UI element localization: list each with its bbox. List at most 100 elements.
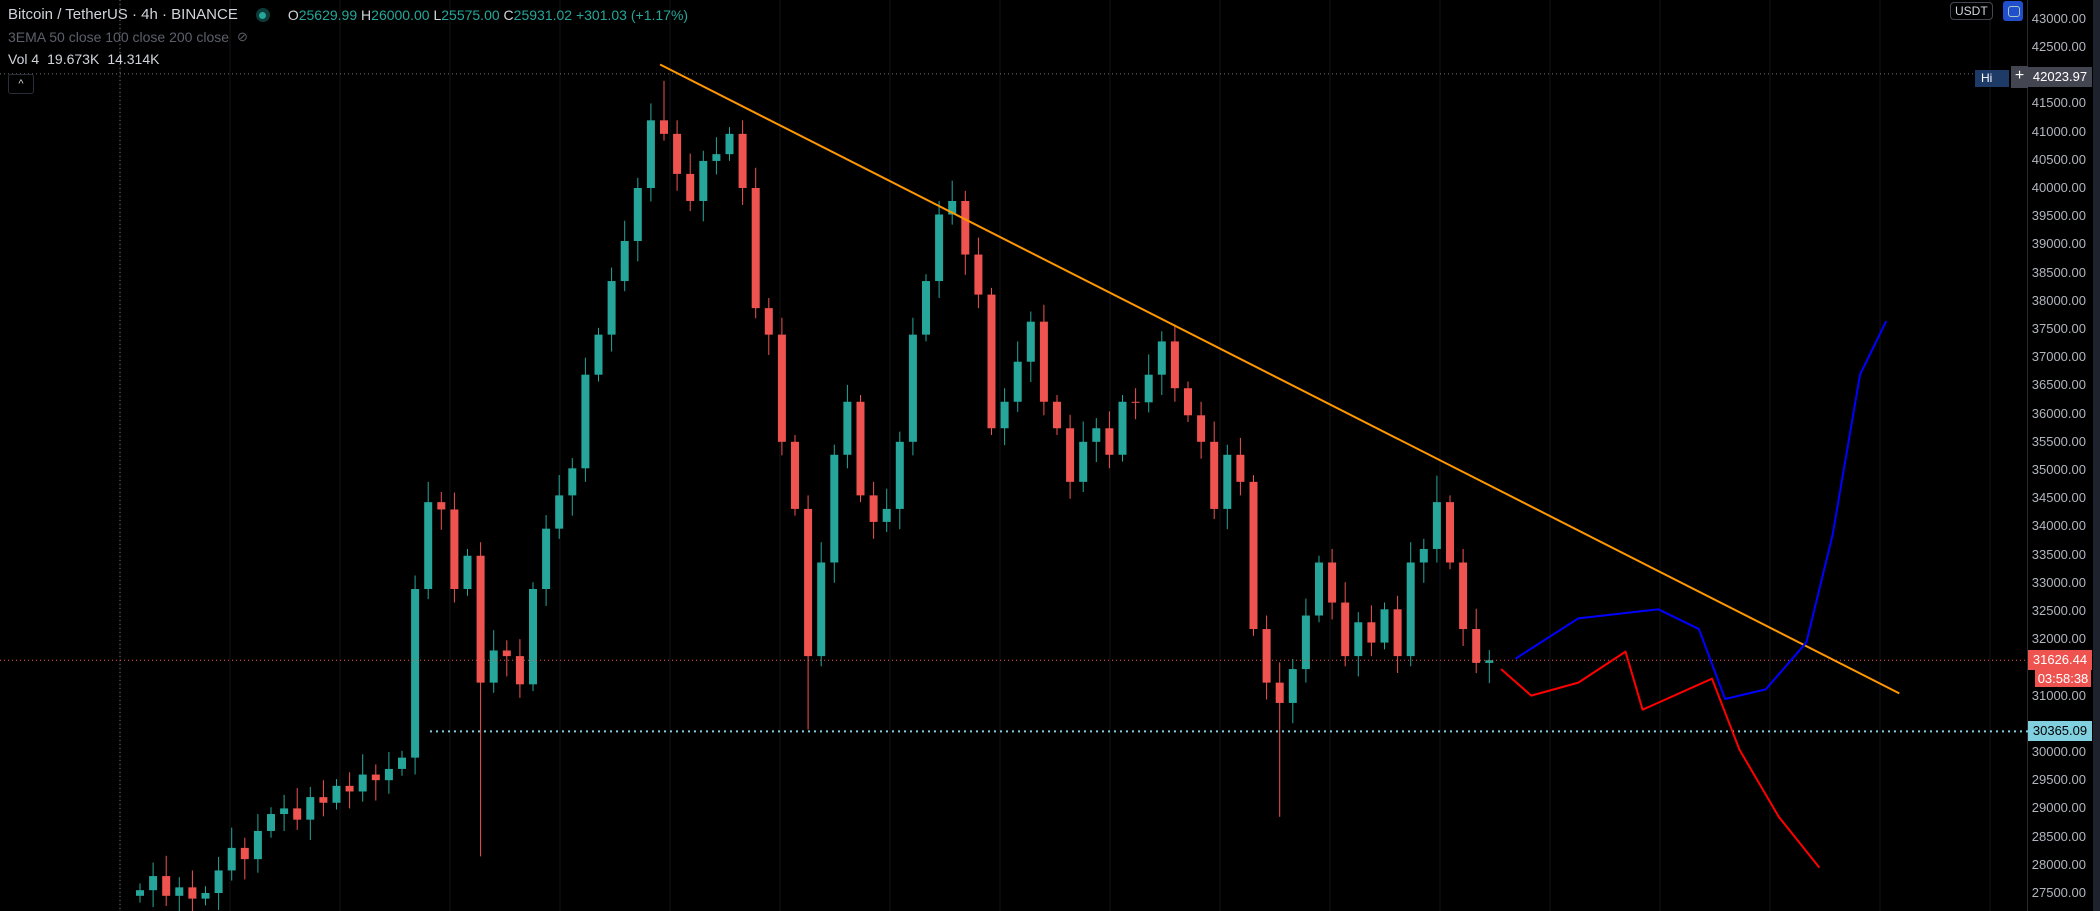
candle-body bbox=[1459, 562, 1468, 630]
candle-body bbox=[1131, 401, 1140, 403]
axis-tick-label: 41500.00 bbox=[2031, 95, 2086, 111]
candle-body bbox=[502, 650, 511, 657]
candle-body bbox=[1210, 441, 1219, 509]
ohlc-values: O25629.99 H26000.00 L25575.00 C25931.02 … bbox=[287, 7, 689, 23]
candle-body bbox=[1092, 428, 1101, 442]
axis-tick-label: 28500.00 bbox=[2031, 828, 2086, 844]
candle-body bbox=[1039, 321, 1048, 402]
candle-body bbox=[1236, 454, 1245, 482]
axis-tick-label: 28000.00 bbox=[2031, 856, 2086, 872]
candle-body bbox=[1144, 374, 1153, 403]
candle-body bbox=[267, 814, 275, 831]
candle-body bbox=[489, 650, 498, 683]
candle-body bbox=[371, 774, 380, 781]
price-chart[interactable] bbox=[0, 0, 2028, 911]
screenshot-toggle-icon[interactable] bbox=[2003, 1, 2023, 21]
axis-tick-label: 36000.00 bbox=[2031, 405, 2086, 421]
candle-body bbox=[1380, 609, 1389, 643]
market-status-icon[interactable] bbox=[255, 8, 270, 22]
right-toolbar bbox=[2093, 0, 2100, 911]
candle-body bbox=[843, 401, 852, 455]
candle-body bbox=[1301, 615, 1310, 670]
candle-body bbox=[555, 495, 564, 529]
candle-body bbox=[922, 281, 930, 335]
candle-body bbox=[1288, 669, 1297, 703]
add-alert-plus-icon[interactable]: + bbox=[2011, 66, 2028, 88]
candle-body bbox=[817, 562, 826, 657]
candle-body bbox=[1026, 321, 1035, 362]
candle-body bbox=[1249, 481, 1258, 630]
candle-body bbox=[751, 188, 760, 309]
candle-body bbox=[948, 200, 957, 215]
axis-tick-label: 34000.00 bbox=[2031, 518, 2086, 534]
candle-body bbox=[1066, 428, 1075, 482]
indicator-label[interactable]: 3EMA 50 close 100 close 200 close bbox=[8, 29, 230, 45]
axis-tick-label: 35000.00 bbox=[2031, 462, 2086, 477]
candle-body bbox=[869, 495, 878, 522]
chart-legend: Bitcoin / TetherUS · 4h · BINANCE O25629… bbox=[8, 4, 688, 70]
candle-body bbox=[1341, 602, 1350, 657]
symbol-title[interactable]: Bitcoin / TetherUS · 4h · BINANCE bbox=[8, 6, 238, 23]
currency-button[interactable]: USDT bbox=[1950, 2, 1993, 20]
candle-body bbox=[253, 830, 262, 860]
chevron-up-icon[interactable]: ^ bbox=[8, 74, 34, 94]
candle-body bbox=[581, 374, 590, 469]
candle-body bbox=[620, 241, 629, 282]
axis-tick-label: 40000.00 bbox=[2031, 180, 2086, 195]
candle-body bbox=[306, 797, 315, 820]
candle-body bbox=[476, 555, 485, 683]
candle-body bbox=[699, 160, 708, 201]
eye-crossed-icon[interactable]: ⊘ bbox=[237, 29, 248, 44]
axis-tick-label: 27500.00 bbox=[2031, 885, 2086, 900]
candle-body bbox=[791, 441, 799, 509]
axis-tick-label: 37000.00 bbox=[2031, 349, 2086, 365]
candle-body bbox=[568, 468, 577, 496]
crosshair-price-label: 42023.97 bbox=[2028, 67, 2092, 87]
candle-body bbox=[437, 502, 446, 510]
candle-body bbox=[1000, 401, 1009, 429]
candle-body bbox=[1262, 629, 1271, 683]
candle-body bbox=[1367, 622, 1376, 643]
candle-body bbox=[424, 502, 433, 590]
candle-body bbox=[450, 509, 459, 590]
candle-body bbox=[1354, 622, 1363, 657]
candle-body bbox=[908, 334, 917, 442]
candle-body bbox=[1419, 548, 1428, 563]
candle-body bbox=[607, 281, 616, 335]
axis-tick-label: 39000.00 bbox=[2031, 236, 2086, 252]
candle-body bbox=[974, 254, 983, 295]
candle-body bbox=[1315, 562, 1323, 616]
candle-body bbox=[1485, 660, 1494, 663]
volume-value-2: 14.314K bbox=[107, 51, 160, 67]
axis-tick-label: 35500.00 bbox=[2031, 433, 2086, 449]
candle-body bbox=[594, 334, 603, 375]
candle-body bbox=[227, 847, 236, 871]
volume-value-1: 19.673K bbox=[47, 51, 100, 67]
candle-body bbox=[1197, 415, 1206, 442]
candle-body bbox=[136, 890, 144, 896]
candle-body bbox=[1393, 609, 1402, 657]
candle-body bbox=[463, 555, 472, 590]
axis-tick-label: 40500.00 bbox=[2031, 151, 2086, 167]
candle-body bbox=[188, 887, 197, 899]
candle-body bbox=[764, 308, 773, 335]
candle-body bbox=[961, 200, 970, 255]
axis-tick-label: 30000.00 bbox=[2031, 744, 2086, 759]
axis-tick-label: 42500.00 bbox=[2031, 39, 2086, 54]
candle-body bbox=[149, 876, 158, 891]
candle-body bbox=[1446, 502, 1454, 563]
candle-body bbox=[895, 441, 904, 509]
candle-body bbox=[1118, 401, 1127, 455]
volume-label[interactable]: Vol 4 bbox=[8, 51, 40, 67]
candle-body bbox=[293, 808, 302, 820]
countdown-label: 03:58:38 bbox=[2035, 670, 2091, 688]
candle-body bbox=[777, 334, 786, 442]
candle-body bbox=[1013, 361, 1022, 402]
candle-body bbox=[240, 847, 249, 860]
axis-tick-label: 32500.00 bbox=[2031, 603, 2086, 618]
candle-body bbox=[384, 768, 393, 781]
candle-body bbox=[345, 785, 354, 792]
axis-tick-label: 29000.00 bbox=[2031, 800, 2086, 816]
candle-body bbox=[1472, 629, 1481, 663]
candle-body bbox=[162, 876, 171, 896]
